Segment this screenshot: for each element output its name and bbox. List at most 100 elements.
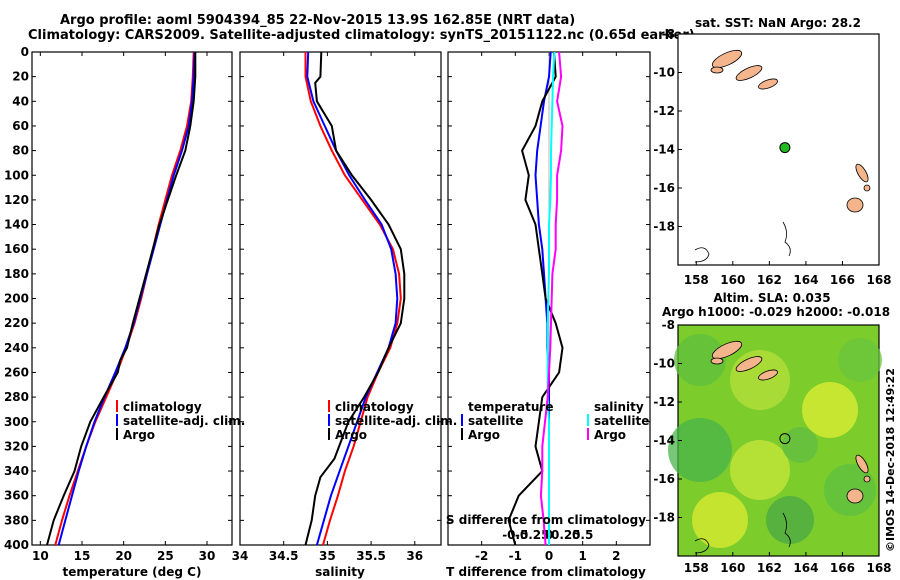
- sla-map-lon-label: 162: [757, 561, 782, 575]
- s-diff-tick-label: 0.5: [572, 528, 593, 542]
- sst-map-reef-outline: [694, 247, 710, 263]
- sla-map-lat-label: -8: [662, 318, 675, 332]
- pressure-tick-label: 360: [4, 489, 29, 503]
- temperature-tick-label: 25: [157, 549, 174, 563]
- legend-satellite: satellite-adj. clim.: [335, 414, 457, 428]
- sst-map-island: [855, 163, 869, 183]
- sst-map-lon-label: 164: [793, 273, 818, 287]
- salinity-tick-label: 36: [406, 549, 423, 563]
- salinity-tick-label: 35: [319, 549, 336, 563]
- imos-credit: ©IMOS 14-Dec-2018 12:49:22: [884, 368, 897, 552]
- salinity-legend: climatology satellite-adj. clim. Argo: [328, 400, 457, 442]
- sst-map-lon-label: 160: [720, 273, 745, 287]
- sst-map-island: [735, 65, 763, 81]
- title-line-2: Climatology: CARS2009. Satellite-adjuste…: [28, 28, 695, 43]
- pressure-tick-label: 100: [4, 168, 29, 182]
- legend-satellite: satellite-adj. clim.: [123, 414, 245, 428]
- pressure-tick-label: 240: [4, 341, 29, 355]
- sst-map-island: [710, 66, 724, 74]
- sla-map-island: [758, 369, 778, 381]
- s-diff-tick-label: 0.25: [551, 528, 581, 542]
- sst-map-lon-label: 166: [830, 273, 855, 287]
- legend-salinity-heading: salinity: [594, 400, 644, 414]
- legend-s-satellite: satellite: [594, 414, 649, 428]
- title-line-1: Argo profile: aoml 5904394_85 22-Nov-201…: [60, 13, 576, 28]
- sla-map-reef-outline: [782, 512, 791, 548]
- sla-map-island: [855, 454, 869, 474]
- temperature-xlabel: temperature (deg C): [63, 565, 202, 579]
- sla-map-island: [846, 488, 864, 504]
- sla-map-lat-label: -12: [653, 395, 675, 409]
- pressure-tick-label: 220: [4, 316, 29, 330]
- sst-map-lon-label: 168: [866, 273, 891, 287]
- t-diff-tick-label: 0: [545, 549, 553, 563]
- s-diff-tick-label: -0.5: [502, 528, 528, 542]
- t-diff-tick-label: -2: [475, 549, 488, 563]
- salinity-tick-label: 35.5: [356, 549, 386, 563]
- sla-map-lat-label: -10: [653, 357, 675, 371]
- sla-map-reef-outline: [694, 538, 710, 554]
- legend-s-argo: Argo: [594, 428, 626, 442]
- sla-map-argo-position-marker: [779, 433, 791, 445]
- sst-map-title: sat. SST: NaN Argo: 28.2: [695, 16, 861, 30]
- legend-climatology: climatology: [123, 400, 202, 414]
- pressure-tick-label: 140: [4, 218, 29, 232]
- pressure-tick-label: 260: [4, 365, 29, 379]
- t-diff-tick-label: -1: [509, 549, 522, 563]
- temperature-tick-label: 20: [115, 549, 132, 563]
- salinity-tick-label: 34.5: [269, 549, 299, 563]
- pressure-tick-label: 40: [12, 94, 29, 108]
- salinity-argo-line: [304, 51, 406, 546]
- sla-map-island: [710, 357, 724, 365]
- sst-map-island: [846, 197, 864, 213]
- sst-map-panel: [677, 33, 880, 266]
- difference-legend: temperature satellite Argo salinity sate…: [461, 400, 649, 442]
- s-diff-xlabel: S difference from climatology: [446, 513, 646, 527]
- pressure-tick-label: 380: [4, 513, 29, 527]
- sla-anomaly-patch: [838, 338, 882, 382]
- salinity-xlabel: salinity: [315, 565, 365, 579]
- sla-anomaly-patch: [824, 464, 876, 516]
- difference-temperature-argo-line: [507, 51, 564, 546]
- t-diff-xlabel: T difference from climatology: [446, 565, 646, 579]
- sst-map-reef-outline: [782, 221, 791, 257]
- sla-map-lon-label: 158: [684, 561, 709, 575]
- temperature-argo-line: [46, 52, 197, 546]
- legend-temperature-heading: temperature: [468, 400, 553, 414]
- salinity-panel: [239, 51, 442, 546]
- sla-map-island: [711, 340, 743, 360]
- difference-salinity-satellite-line: [546, 51, 556, 545]
- salinity-climatology-line: [304, 52, 402, 546]
- pressure-tick-label: 60: [12, 119, 29, 133]
- sst-map-island: [711, 49, 743, 69]
- pressure-tick-label: 20: [12, 70, 29, 84]
- temperature-tick-label: 10: [32, 549, 49, 563]
- pressure-tick-label: 400: [4, 538, 29, 552]
- sla-anomaly-patch: [674, 334, 726, 386]
- pressure-tick-label: 80: [12, 144, 29, 158]
- sla-map-lat-label: -16: [653, 472, 675, 486]
- sla-map-lon-label: 166: [830, 561, 855, 575]
- sla-anomaly-patch: [668, 418, 732, 482]
- legend-t-argo: Argo: [468, 428, 500, 442]
- pressure-tick-label: 300: [4, 415, 29, 429]
- pressure-tick-label: 120: [4, 193, 29, 207]
- sla-map-lat-label: -14: [653, 434, 675, 448]
- pressure-tick-label: 200: [4, 292, 29, 306]
- sst-map-lat-label: -10: [653, 66, 675, 80]
- sst-map-lat-label: -16: [653, 181, 675, 195]
- sla-map-island: [735, 356, 763, 372]
- sla-map-title-1: Altim. SLA: 0.035: [713, 291, 830, 305]
- sla-map-title-2: Argo h1000: -0.029 h2000: -0.018: [662, 305, 890, 319]
- temperature-tick-label: 15: [74, 549, 91, 563]
- t-diff-tick-label: 2: [612, 549, 620, 563]
- sst-map-lat-label: -12: [653, 104, 675, 118]
- salinity-satellite-adj-clim--line: [306, 51, 399, 546]
- sla-anomaly-patch: [730, 440, 790, 500]
- pressure-tick-label: 180: [4, 267, 29, 281]
- sla-anomaly-patch: [782, 427, 818, 463]
- sst-map-island: [863, 184, 871, 192]
- sla-map-lon-label: 164: [793, 561, 818, 575]
- sst-map-island: [758, 78, 778, 90]
